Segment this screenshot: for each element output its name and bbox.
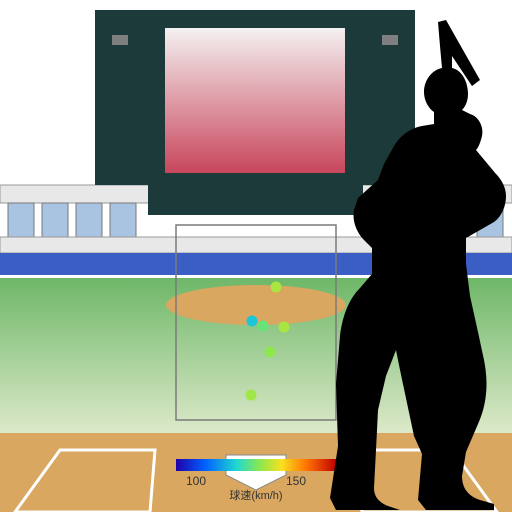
pitch-marker	[247, 316, 258, 327]
pitch-marker	[246, 390, 257, 401]
scoreboard-light	[112, 35, 128, 45]
stand-pillar	[110, 203, 136, 237]
colorbar-tick: 100	[186, 474, 206, 488]
colorbar-tick: 150	[286, 474, 306, 488]
pitch-marker	[265, 347, 276, 358]
pitch-marker	[271, 282, 282, 293]
scoreboard-light	[382, 35, 398, 45]
scoreboard-base	[148, 185, 363, 215]
colorbar-label: 球速(km/h)	[229, 488, 282, 502]
pitch-marker	[279, 322, 290, 333]
stand-pillar	[76, 203, 102, 237]
pitch-marker	[258, 321, 269, 332]
pitch-location-chart: 100 150 球速(km/h)	[0, 0, 512, 512]
stand-pillar	[42, 203, 68, 237]
scoreboard-screen	[165, 28, 345, 173]
speed-colorbar	[176, 459, 336, 471]
stand-pillar	[8, 203, 34, 237]
